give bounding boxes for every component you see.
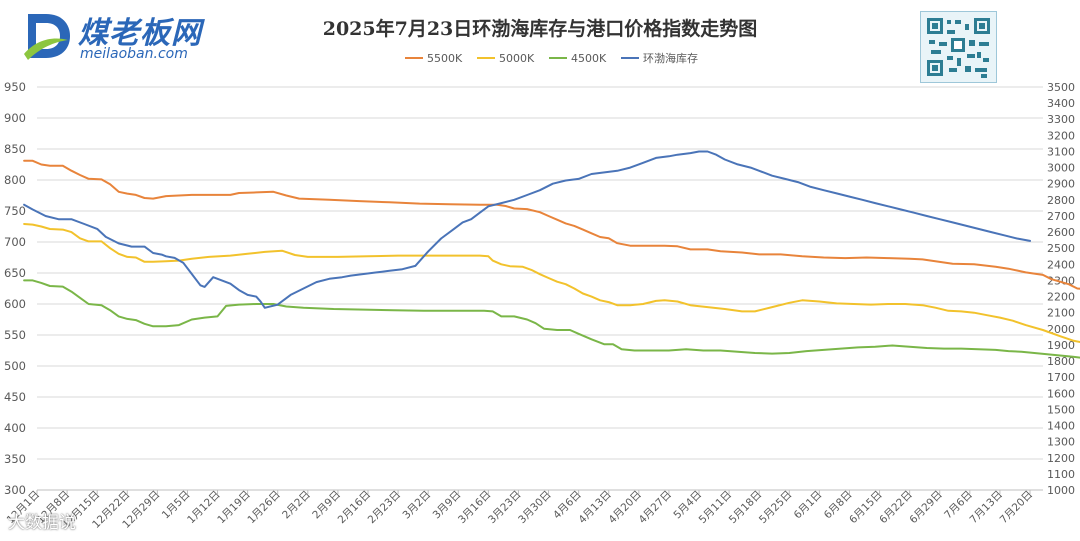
right-tick-label: 2400 [1047, 258, 1075, 271]
right-tick-label: 3200 [1047, 129, 1075, 142]
right-tick-label: 1300 [1047, 436, 1075, 449]
legend-label: 5500K [427, 52, 463, 65]
left-tick-label: 950 [4, 80, 26, 94]
left-tick-label: 300 [4, 483, 26, 497]
right-tick-label: 2500 [1047, 242, 1075, 255]
right-tick-label: 2900 [1047, 178, 1075, 191]
x-tick-label: 7月20日 [998, 489, 1036, 527]
x-tick-label: 1月26日 [245, 489, 283, 527]
x-tick-label: 6月29日 [907, 489, 945, 527]
legend: 5500K 5000K 4500K 环渤海库存 [405, 51, 698, 65]
right-tick-label: 3000 [1047, 162, 1075, 175]
right-tick-label: 1100 [1047, 468, 1075, 481]
legend-label: 环渤海库存 [643, 51, 698, 65]
series [23, 150, 1080, 359]
right-tick-label: 1200 [1047, 452, 1075, 465]
right-tick-label: 1000 [1047, 484, 1075, 497]
chart-title: 2025年7月23日环渤海库存与港口价格指数走势图 [322, 18, 758, 40]
left-tick-label: 500 [4, 359, 26, 373]
left-tick-label: 750 [4, 204, 26, 218]
series-line-5500K [23, 159, 1080, 290]
x-tick-label: 5月25日 [757, 489, 795, 527]
left-tick-label: 550 [4, 328, 26, 342]
right-tick-label: 3300 [1047, 113, 1075, 126]
series-line-4500K [23, 279, 1080, 359]
logo-name: 煤老板网 [78, 16, 202, 51]
brand-logo[interactable]: 煤老板网 meilaoban.com [22, 8, 262, 66]
x-tick-label: 6月1日 [792, 489, 825, 522]
series-line-环渤海库存 [23, 150, 1031, 309]
left-tick-label: 650 [4, 266, 26, 280]
right-tick-label: 2700 [1047, 210, 1075, 223]
gridlines [37, 86, 1043, 491]
x-tick-label: 2月23日 [366, 489, 404, 527]
left-tick-label: 850 [4, 142, 26, 156]
right-tick-label: 1800 [1047, 355, 1075, 368]
right-tick-label: 1500 [1047, 403, 1075, 416]
right-tick-label: 2600 [1047, 226, 1075, 239]
qr-code-icon[interactable] [920, 11, 997, 83]
left-tick-label: 600 [4, 297, 26, 311]
left-tick-label: 700 [4, 235, 26, 249]
left-tick-label: 350 [4, 452, 26, 466]
right-tick-label: 3100 [1047, 145, 1075, 158]
left-tick-label: 800 [4, 173, 26, 187]
left-tick-label: 400 [4, 421, 26, 435]
x-tick-label: 3月2日 [401, 489, 434, 522]
right-tick-label: 2000 [1047, 323, 1075, 336]
right-tick-label: 2100 [1047, 307, 1075, 320]
right-tick-label: 1900 [1047, 339, 1075, 352]
left-tick-label: 900 [4, 111, 26, 125]
legend-label: 5000K [499, 52, 535, 65]
right-tick-label: 1700 [1047, 371, 1075, 384]
series-line-5000K [23, 223, 1080, 343]
right-tick-label: 3400 [1047, 97, 1075, 110]
right-tick-label: 1600 [1047, 387, 1075, 400]
x-tick-label: 3月30日 [516, 489, 554, 527]
qr-pattern [927, 18, 990, 78]
legend-label: 4500K [571, 52, 607, 65]
right-tick-label: 1400 [1047, 420, 1075, 433]
x-tick-label: 4月27日 [637, 489, 675, 527]
logo-url: meilaoban.com [80, 46, 188, 62]
right-tick-label: 3500 [1047, 81, 1075, 94]
left-tick-label: 450 [4, 390, 26, 404]
right-tick-label: 2200 [1047, 291, 1075, 304]
right-tick-label: 2800 [1047, 194, 1075, 207]
watermark-text: 大数据说 [8, 513, 76, 533]
x-tick-label: 2月2日 [280, 489, 313, 522]
logo-d-icon [24, 14, 70, 60]
